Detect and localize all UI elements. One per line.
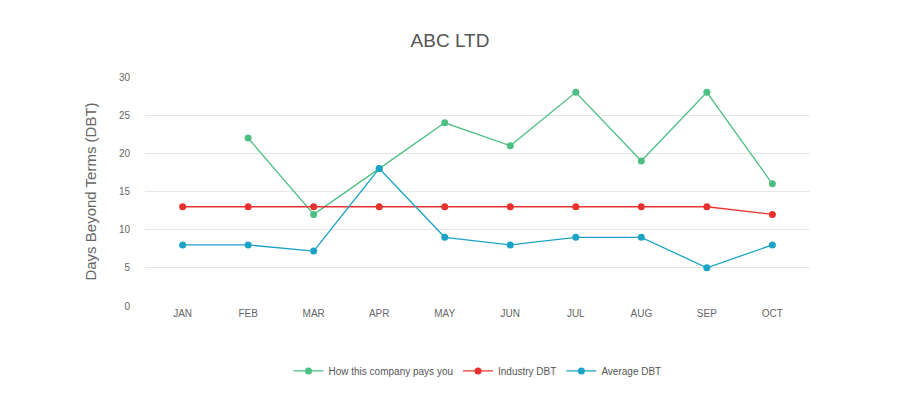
svg-text:MAR: MAR xyxy=(303,308,325,319)
svg-text:SEP: SEP xyxy=(697,308,717,319)
svg-text:FEB: FEB xyxy=(238,308,258,319)
svg-text:10: 10 xyxy=(119,224,131,235)
svg-text:How this company pays you: How this company pays you xyxy=(329,366,454,377)
svg-text:JUL: JUL xyxy=(567,308,585,319)
svg-text:JAN: JAN xyxy=(173,308,192,319)
svg-text:ABC LTD: ABC LTD xyxy=(411,30,490,51)
svg-text:Industry DBT: Industry DBT xyxy=(498,366,556,377)
svg-text:MAY: MAY xyxy=(434,308,455,319)
svg-text:JUN: JUN xyxy=(501,308,520,319)
svg-text:0: 0 xyxy=(124,301,130,312)
svg-text:30: 30 xyxy=(119,72,131,83)
svg-text:AUG: AUG xyxy=(630,308,652,319)
svg-text:OCT: OCT xyxy=(762,308,783,319)
svg-text:APR: APR xyxy=(369,308,390,319)
svg-text:Average DBT: Average DBT xyxy=(601,366,661,377)
svg-text:Days Beyond Terms (DBT): Days Beyond Terms (DBT) xyxy=(82,102,99,280)
svg-text:5: 5 xyxy=(124,262,130,273)
svg-text:20: 20 xyxy=(119,148,131,159)
svg-text:15: 15 xyxy=(119,186,131,197)
svg-text:25: 25 xyxy=(119,110,131,121)
